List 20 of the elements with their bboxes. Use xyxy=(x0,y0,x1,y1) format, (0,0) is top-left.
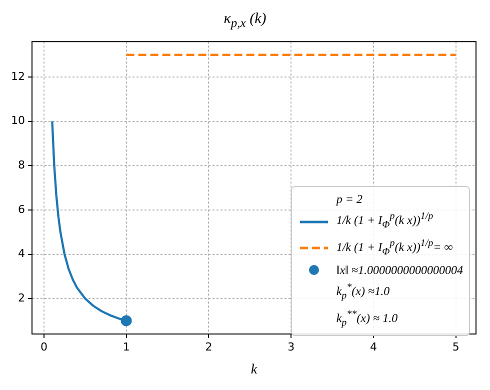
y-tick-label: 8 xyxy=(18,158,25,172)
legend-label: 1/k (1 + I$_{Φ}$$^{p}$(k x))$^{1/p}$= ∞ xyxy=(336,236,453,260)
x-tick-label: 4 xyxy=(370,340,377,354)
x-axis-title: k xyxy=(250,362,258,378)
y-tick-label: 12 xyxy=(10,70,25,83)
x-tick-label: 1 xyxy=(122,340,130,354)
x-tick-label: 2 xyxy=(205,340,212,354)
x-tick-label: 5 xyxy=(452,340,460,354)
chart-title: κ$_{p,x}$ (k) xyxy=(222,10,268,32)
y-tick-label: 6 xyxy=(18,202,25,216)
x-tick-label: 0 xyxy=(40,340,48,354)
annotation: k$_{p}$$^{**}$(x) ≈ 1.0 xyxy=(335,308,399,330)
y-tick-label: 4 xyxy=(18,247,25,260)
legend-label: ‖x‖ ≈1.0000000000000004 xyxy=(336,262,463,280)
annotation: k$_{p}$$^{*}$(x) ≈1.0 xyxy=(335,281,391,304)
x-tick-label: 3 xyxy=(288,340,295,354)
legend-title: p = 2 xyxy=(334,191,364,208)
y-tick-label: 2 xyxy=(18,291,25,304)
y-tick-label: 10 xyxy=(10,114,25,128)
legend-label: 1/k (1 + I$_{Φ}$$^{p}$(k x))$^{1/p}$ xyxy=(336,210,434,233)
